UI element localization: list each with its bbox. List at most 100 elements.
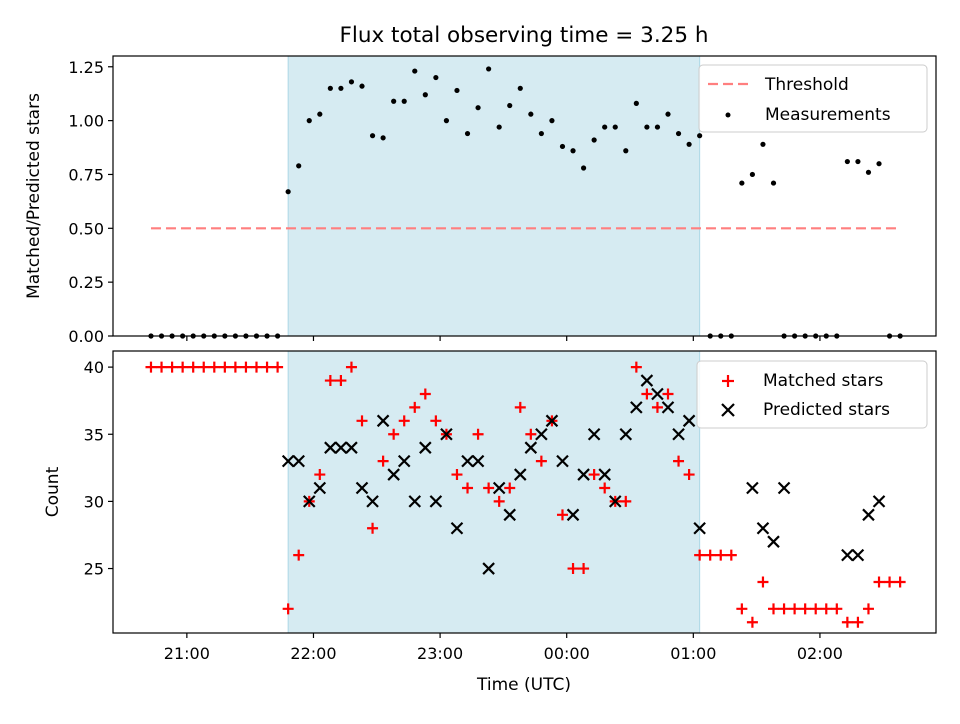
matched-star-marker bbox=[240, 361, 252, 373]
y-tick-label: 0.25 bbox=[68, 273, 104, 292]
x-tick-label: 21:00 bbox=[164, 644, 210, 663]
x-tick-label: 02:00 bbox=[797, 644, 843, 663]
matched-star-marker bbox=[324, 375, 336, 387]
matched-star-marker bbox=[567, 563, 579, 575]
measurement-point bbox=[538, 130, 544, 137]
predicted-star-marker bbox=[872, 495, 886, 508]
matched-star-marker bbox=[377, 455, 389, 467]
predicted-star-marker bbox=[767, 535, 780, 548]
matched-star-marker bbox=[841, 616, 853, 628]
matched-star-marker bbox=[198, 361, 210, 373]
predicted-star-marker bbox=[313, 481, 327, 495]
x-tick-label: 01:00 bbox=[670, 644, 716, 663]
measurement-point bbox=[665, 111, 671, 117]
matched-star-marker bbox=[314, 469, 326, 481]
chart-title: Flux total observing time = 3.25 h bbox=[340, 23, 709, 48]
matched-star-marker bbox=[409, 401, 421, 413]
measurement-point bbox=[464, 130, 471, 137]
measurement-point bbox=[739, 180, 745, 186]
measurement-point bbox=[623, 148, 629, 154]
predicted-star-marker bbox=[640, 374, 654, 387]
measurement-point bbox=[686, 141, 692, 147]
measurement-point bbox=[602, 124, 608, 130]
legend-predicted-label: Predicted stars bbox=[763, 400, 890, 420]
measurement-point bbox=[475, 105, 481, 111]
measurement-point bbox=[296, 163, 302, 169]
matched-star-marker bbox=[430, 415, 442, 427]
predicted-star-marker bbox=[841, 548, 854, 562]
matched-star-marker bbox=[778, 603, 790, 615]
matched-star-marker bbox=[789, 603, 801, 615]
top-panel: 0.00 0.25 0.50 0.75 1.00 1.25 Matched/Predict… bbox=[24, 55, 937, 346]
predicted-star-marker bbox=[408, 495, 422, 508]
matched-star-marker bbox=[683, 469, 695, 481]
measurement-point bbox=[443, 118, 450, 124]
matched-star-marker bbox=[462, 482, 474, 494]
matched-star-marker bbox=[261, 361, 273, 373]
measurement-point bbox=[306, 118, 312, 124]
y-tick-label: 0.50 bbox=[68, 219, 104, 238]
predicted-star-marker bbox=[746, 481, 759, 495]
measurement-point bbox=[549, 118, 555, 124]
x-tick-label: 23:00 bbox=[417, 644, 463, 663]
matched-star-marker bbox=[694, 549, 706, 561]
predicted-star-marker bbox=[672, 427, 685, 441]
measurement-point bbox=[507, 102, 513, 109]
matched-star-marker bbox=[514, 401, 526, 413]
predicted-star-marker bbox=[630, 401, 643, 414]
predicted-star-marker bbox=[376, 414, 390, 428]
predicted-star-marker bbox=[397, 454, 411, 468]
measurement-point bbox=[359, 83, 365, 89]
bottom-x-ticks: 21:00 22:00 23:00 00:00 01:00 02:00 bbox=[164, 633, 843, 663]
bottom-y-ticks: 25 30 35 40 bbox=[84, 358, 113, 579]
predicted-star-marker bbox=[693, 521, 706, 535]
matched-star-marker bbox=[472, 428, 484, 440]
measurement-point bbox=[317, 111, 323, 117]
predicted-star-marker bbox=[334, 441, 348, 454]
matched-star-marker bbox=[757, 576, 769, 588]
predicted-star-marker bbox=[366, 495, 379, 508]
legend-predicted-swatch bbox=[721, 403, 735, 417]
matched-star-marker bbox=[177, 361, 189, 373]
measurement-point bbox=[697, 133, 703, 139]
matched-star-marker bbox=[187, 361, 199, 373]
y-tick-label: 35 bbox=[84, 425, 104, 444]
predicted-star-marker bbox=[524, 441, 538, 454]
top-axes-frame bbox=[112, 55, 937, 337]
y-tick-label: 1.00 bbox=[68, 112, 104, 131]
predicted-star-marker bbox=[587, 427, 601, 441]
matched-star-marker bbox=[673, 455, 685, 467]
measurement-point bbox=[770, 180, 777, 186]
matched-star-marker bbox=[388, 428, 400, 440]
predicted-star-marker bbox=[429, 495, 443, 508]
bottom-legend: Matched stars Predicted stars bbox=[696, 360, 928, 429]
matched-star-marker bbox=[662, 388, 674, 400]
measurement-point bbox=[865, 169, 872, 175]
predicted-star-marker bbox=[777, 481, 791, 495]
predicted-star-marker bbox=[851, 548, 865, 562]
measurement-point bbox=[422, 92, 428, 98]
legend-matched-swatch bbox=[722, 375, 734, 387]
matched-star-marker bbox=[852, 616, 864, 628]
matched-star-marker bbox=[345, 361, 357, 373]
top-legend: Threshold Measurements bbox=[698, 64, 928, 133]
measurement-point bbox=[391, 98, 397, 104]
predicted-star-marker bbox=[514, 468, 527, 481]
x-tick-label: 00:00 bbox=[544, 644, 590, 663]
predicted-star-marker bbox=[324, 441, 337, 454]
predicted-star-marker bbox=[682, 414, 696, 428]
predicted-star-marker bbox=[577, 468, 590, 481]
matched-star-marker bbox=[145, 361, 157, 373]
matched-star-marker bbox=[398, 415, 410, 427]
measurement-point bbox=[654, 124, 661, 130]
matched-star-marker bbox=[483, 482, 495, 494]
matched-star-marker bbox=[894, 576, 906, 588]
matched-star-marker bbox=[504, 482, 516, 494]
matched-star-marker bbox=[820, 603, 832, 615]
top-shaded-region bbox=[287, 55, 701, 337]
predicted-star-marker bbox=[503, 508, 517, 522]
measurement-point bbox=[580, 165, 587, 171]
matched-star-marker bbox=[156, 361, 168, 373]
measurement-point bbox=[348, 79, 355, 85]
measurement-point bbox=[338, 85, 344, 91]
